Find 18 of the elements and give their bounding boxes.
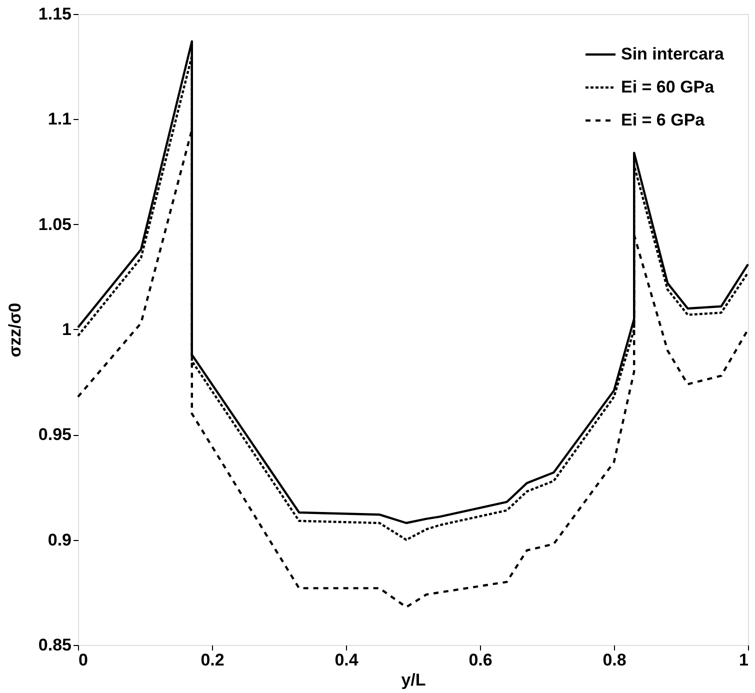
legend-label: Ei = 60 GPa bbox=[621, 78, 715, 96]
y-axis-title: σzz/σ0 bbox=[5, 302, 24, 358]
x-tick-label: 0.6 bbox=[468, 650, 492, 670]
y-tick-label: 1 bbox=[62, 320, 72, 339]
y-tick-label: 0.95 bbox=[38, 425, 72, 444]
legend-label: Ei = 6 GPa bbox=[621, 110, 706, 130]
y-tick-label: 1.15 bbox=[38, 4, 72, 24]
y-tick-label: 1.1 bbox=[48, 110, 72, 129]
x-tick-label: 0 bbox=[78, 650, 88, 670]
x-tick-label: 0.4 bbox=[334, 650, 359, 670]
x-tick-label: 0.8 bbox=[602, 650, 626, 670]
x-tick-label: 0.2 bbox=[200, 650, 224, 670]
y-tick-label: 0.85 bbox=[38, 636, 72, 654]
y-tick-label: 1.05 bbox=[38, 214, 72, 234]
x-axis-title: y/L bbox=[401, 670, 426, 690]
x-tick-label: 1 bbox=[739, 650, 748, 670]
y-tick-label: 0.9 bbox=[48, 530, 72, 550]
legend-label: Sin intercara bbox=[621, 44, 725, 64]
